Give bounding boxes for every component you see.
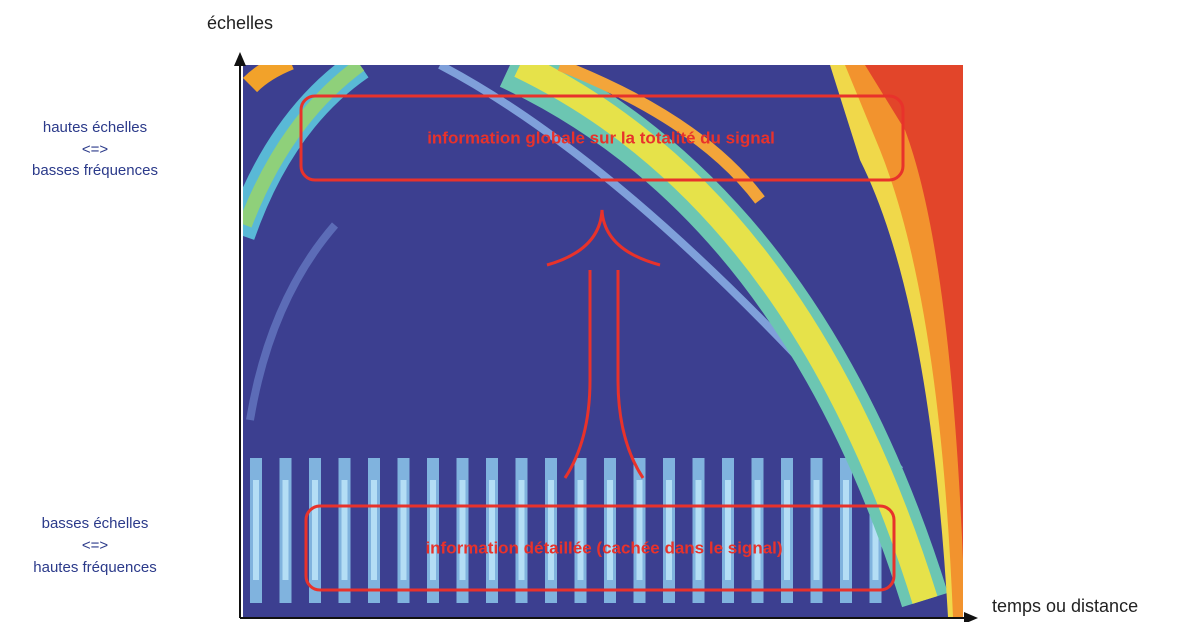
side-label: basses fréquences <box>32 162 158 179</box>
stripe-core <box>371 480 377 580</box>
stripe-core <box>607 480 613 580</box>
annotation-box <box>299 94 905 182</box>
side-label: basses échelles <box>42 515 149 532</box>
stripe-core <box>784 480 790 580</box>
scalogram-background <box>243 65 963 617</box>
stripe-core <box>489 480 495 580</box>
stripe-core <box>341 480 348 580</box>
left-arc-inner <box>243 65 365 228</box>
main-arc-mid <box>514 65 938 604</box>
arrow-shaft <box>616 270 645 479</box>
side-label: <=> <box>82 141 109 158</box>
corner-arc <box>243 65 294 93</box>
stripe-core <box>843 480 849 580</box>
x-axis-label: temps ou distance <box>992 596 1138 616</box>
annotation-text: information détaillée (cachée dans le si… <box>425 538 782 557</box>
faint-arc <box>246 222 339 421</box>
stripe-core <box>577 480 584 580</box>
stripe-core <box>695 480 702 580</box>
side-label: hautes fréquences <box>33 559 156 576</box>
stripe-core <box>518 480 525 580</box>
side-label: <=> <box>82 537 109 554</box>
stripe-core <box>253 480 259 580</box>
stripe-core <box>312 480 318 580</box>
annotation-text: information globale sur la totalité du s… <box>427 128 775 147</box>
side-label: hautes échelles <box>43 119 147 136</box>
y-axis-label: échelles <box>207 13 273 33</box>
y-axis-arrow <box>234 52 246 66</box>
scalogram <box>243 65 963 617</box>
annotation-box <box>304 504 896 592</box>
stripe-core <box>400 480 407 580</box>
stripe-core <box>666 480 672 580</box>
stripe-core <box>459 480 466 580</box>
right-band-core <box>865 65 963 560</box>
stripe-core <box>430 480 436 580</box>
x-axis-arrow <box>964 612 978 622</box>
stripe-core <box>725 480 731 580</box>
arrow-head <box>546 209 661 267</box>
stripe-core <box>813 480 820 580</box>
arrow-shaft <box>563 270 592 479</box>
stripe-core <box>282 480 289 580</box>
stripe-core <box>636 480 643 580</box>
stripe-core <box>548 480 554 580</box>
stripe-core <box>754 480 761 580</box>
